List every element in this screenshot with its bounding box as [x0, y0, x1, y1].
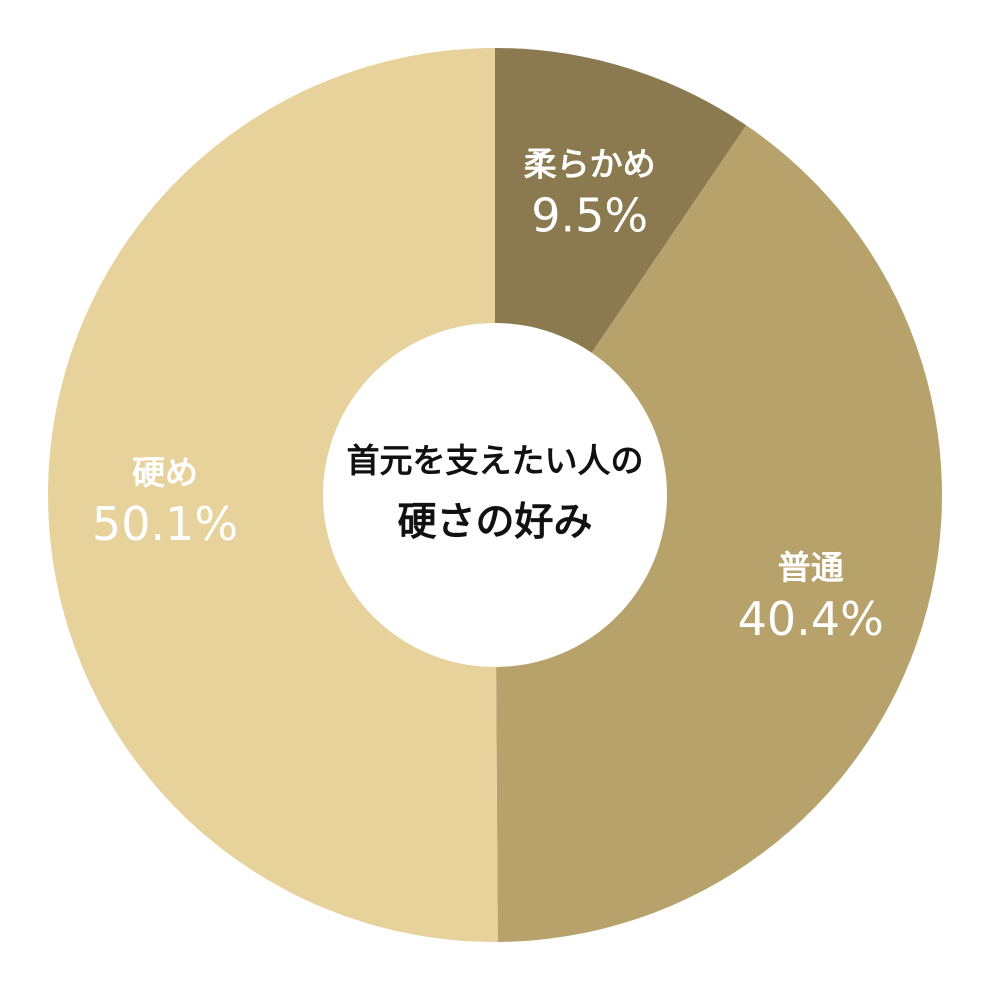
- slice-name-label-0: 柔らかめ: [524, 144, 656, 183]
- slice-name-label-2: 硬め: [132, 453, 198, 492]
- slice-value-label-1: 40.4%: [738, 592, 884, 646]
- slice-name-label-1: 普通: [778, 548, 844, 587]
- slice-value-label-2: 50.1%: [92, 497, 238, 551]
- donut-hole: [323, 323, 667, 667]
- slice-2: [47, 48, 498, 943]
- center-title-line-2: 硬さの好み: [397, 500, 592, 545]
- slice-1: [495, 125, 942, 942]
- slice-value-label-0: 9.5%: [531, 188, 648, 242]
- slice-labels-group: 柔らかめ 9.5% 普通 40.4% 硬め 50.1%: [92, 144, 884, 646]
- center-title-line-1: 首元を支えたい人の: [347, 441, 644, 480]
